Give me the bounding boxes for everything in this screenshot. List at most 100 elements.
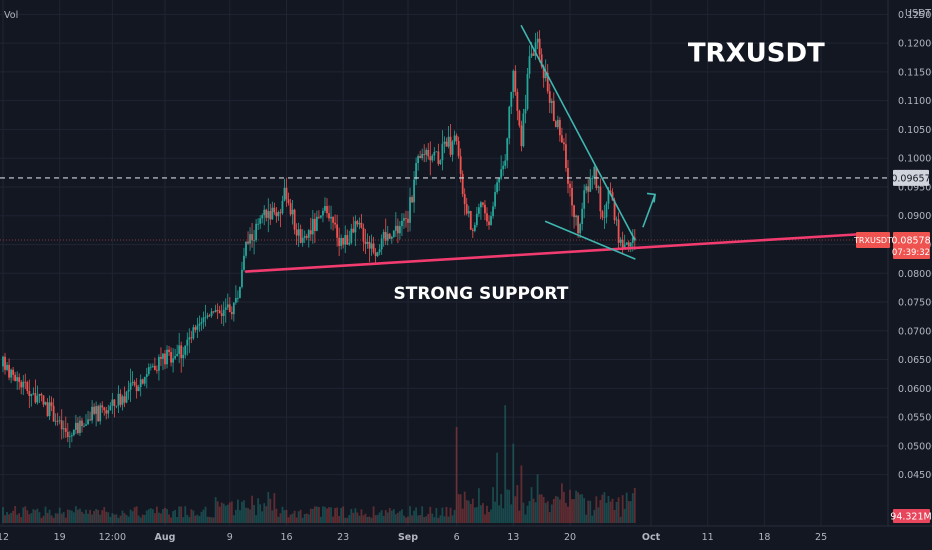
volume-bar bbox=[473, 507, 476, 523]
candle-body bbox=[480, 202, 482, 208]
candle-body bbox=[477, 207, 480, 214]
volume-bar bbox=[611, 498, 614, 523]
volume-bar bbox=[313, 506, 316, 523]
candle-body bbox=[91, 406, 93, 421]
volume-bar bbox=[439, 515, 442, 523]
volume-bar bbox=[538, 494, 541, 523]
volume-bar bbox=[403, 515, 405, 523]
volume-bar bbox=[289, 514, 292, 523]
candle-body bbox=[629, 242, 632, 247]
candle-body bbox=[184, 345, 187, 355]
candle-body bbox=[382, 232, 385, 239]
volume-bar bbox=[591, 515, 594, 523]
candle-body bbox=[196, 325, 199, 330]
volume-bar bbox=[623, 508, 626, 523]
volume-bar bbox=[307, 514, 310, 523]
volume-bar bbox=[192, 510, 195, 523]
volume-bar bbox=[392, 509, 395, 523]
volume-bar bbox=[433, 517, 436, 523]
lower-wedge-trendline bbox=[544, 220, 636, 260]
candle-body bbox=[182, 354, 185, 359]
volume-bar bbox=[115, 514, 118, 523]
volume-bar bbox=[394, 514, 397, 523]
candle-body bbox=[153, 365, 156, 370]
candle-body bbox=[28, 391, 31, 396]
candle-body bbox=[619, 239, 622, 243]
time-axis[interactable]: 12 19 12:00 Aug 9 16 23 Sep 6 13 20 Oct 11 18 25 bbox=[0, 532, 827, 543]
candle-body bbox=[356, 221, 359, 225]
candle-body bbox=[216, 309, 219, 311]
candle-body bbox=[271, 207, 274, 220]
volume-bar bbox=[141, 514, 144, 523]
volume-bar bbox=[186, 514, 189, 523]
volume-bar bbox=[6, 512, 8, 523]
candle-body bbox=[204, 316, 207, 318]
candle-body bbox=[554, 121, 557, 128]
volume-bar bbox=[253, 504, 255, 523]
candle-body bbox=[492, 206, 494, 217]
time-tick-label: 16 bbox=[280, 532, 292, 543]
candle-body bbox=[380, 238, 383, 250]
projection-arrow-head bbox=[646, 192, 656, 203]
candle-body bbox=[210, 311, 213, 316]
candle-body bbox=[330, 216, 332, 219]
candle-body bbox=[226, 304, 229, 308]
candle-body bbox=[488, 221, 490, 226]
volume-bar bbox=[609, 501, 612, 523]
candle-body bbox=[307, 230, 310, 238]
candle-body bbox=[164, 353, 166, 365]
candle-body bbox=[427, 149, 430, 157]
candle-body bbox=[449, 136, 452, 155]
volume-bar bbox=[492, 487, 494, 523]
volume-bar bbox=[579, 494, 582, 523]
candle-body bbox=[125, 391, 128, 403]
candle-body bbox=[117, 393, 120, 406]
candle-body bbox=[419, 156, 422, 159]
volume-bar bbox=[607, 495, 610, 523]
volume-bar bbox=[510, 504, 513, 523]
projection-arrow-shaft bbox=[642, 194, 656, 228]
candle-body bbox=[247, 241, 249, 244]
volume-bar bbox=[516, 485, 519, 523]
candle-body bbox=[145, 374, 148, 377]
candle-body bbox=[95, 406, 98, 414]
volume-bar bbox=[621, 495, 624, 523]
volume-bar bbox=[352, 512, 355, 523]
candle-body bbox=[528, 56, 531, 74]
volume-bar bbox=[550, 504, 553, 523]
volume-bar bbox=[147, 509, 150, 523]
volume-bar bbox=[567, 506, 569, 523]
volume-bar bbox=[417, 515, 420, 523]
candle-body bbox=[384, 232, 387, 241]
candle-body bbox=[346, 235, 349, 245]
volume-bar bbox=[569, 489, 571, 523]
volume-bars bbox=[2, 405, 636, 523]
candle-body bbox=[411, 197, 413, 203]
candle-body bbox=[232, 302, 235, 315]
volume-value-tag: 94.321M bbox=[890, 509, 932, 523]
volume-bar bbox=[36, 508, 39, 523]
volume-bar bbox=[484, 514, 486, 523]
volume-bar bbox=[603, 492, 606, 523]
volume-bar bbox=[95, 508, 98, 523]
volume-bar bbox=[202, 509, 205, 523]
volume-bar bbox=[548, 512, 551, 523]
candle-body bbox=[222, 309, 225, 316]
candle-body bbox=[62, 428, 65, 430]
volume-bar bbox=[89, 509, 91, 523]
volume-bar bbox=[354, 508, 357, 523]
candle-body bbox=[6, 364, 8, 370]
volume-bar bbox=[166, 509, 168, 523]
candle-body bbox=[251, 234, 253, 241]
candle-body bbox=[301, 237, 304, 243]
volume-bar bbox=[232, 515, 235, 523]
volume-bar bbox=[52, 517, 55, 523]
